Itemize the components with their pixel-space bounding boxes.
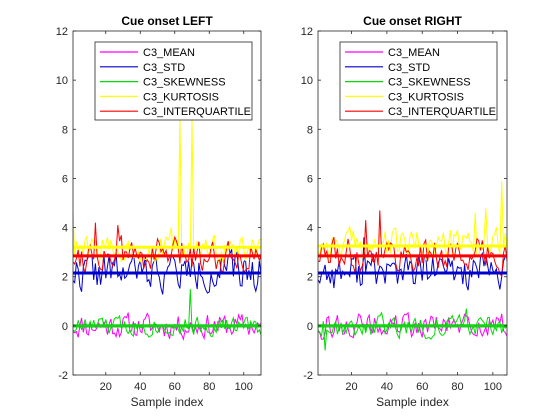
y-tick-label: 12 — [301, 26, 313, 38]
legend-label: C3_SKEWNESS — [143, 77, 226, 89]
legend-label: C3_STD — [143, 62, 185, 74]
series-line-c3_mean — [318, 311, 507, 340]
series-line-c3_kurtosis — [73, 114, 261, 265]
x-tick-label: 80 — [203, 381, 215, 393]
y-tick-label: 0 — [62, 321, 68, 333]
axes-frame — [72, 30, 262, 376]
axes-frame — [317, 30, 508, 376]
x-tick-label: 20 — [345, 381, 357, 393]
y-tick-label: 8 — [62, 124, 68, 136]
chart-title: Cue onset LEFT — [121, 14, 213, 28]
x-tick-label: 60 — [416, 381, 428, 393]
legend-label: C3_STD — [388, 62, 430, 74]
x-tick-label: 100 — [235, 381, 253, 393]
series-line-c3_kurtosis — [318, 180, 507, 263]
x-axis-label: Sample index — [131, 395, 204, 409]
y-tick-label: 4 — [307, 223, 313, 235]
y-tick-label: -2 — [303, 370, 313, 382]
legend-label: C3_INTERQUARTILE — [388, 106, 496, 118]
legend-label: C3_INTERQUARTILE — [143, 106, 251, 118]
x-tick-label: 40 — [134, 381, 146, 393]
legend: C3_MEAN C3_STD C3_SKEWNESS C3_KURTOSIS C3_IN… — [94, 41, 253, 121]
x-tick-label: 80 — [451, 381, 463, 393]
y-tick-label: 2 — [62, 272, 68, 284]
legend-label: C3_SKEWNESS — [388, 77, 471, 89]
y-tick-label: 10 — [301, 75, 313, 87]
y-tick-label: 2 — [307, 272, 313, 284]
y-tick-label: 6 — [62, 173, 68, 185]
x-axis-label: Sample index — [376, 395, 449, 409]
legend-label: C3_KURTOSIS — [143, 91, 219, 103]
y-tick-label: 4 — [62, 223, 68, 235]
x-tick-label: 100 — [484, 381, 502, 393]
y-tick-label: 0 — [307, 321, 313, 333]
chart-panel-2: -2 0 2 4 6 8 10 12 20 40 60 80 100 Cue onset RIGHT Sam… — [301, 14, 508, 409]
y-tick-label: 8 — [307, 124, 313, 136]
y-tick-label: 10 — [56, 75, 68, 87]
x-tick-label: 60 — [169, 381, 181, 393]
legend-label: C3_MEAN — [388, 47, 440, 59]
chart-title: Cue onset RIGHT — [363, 14, 462, 28]
legend-label: C3_MEAN — [143, 47, 195, 59]
y-tick-label: 12 — [56, 26, 68, 38]
x-tick-label: 40 — [381, 381, 393, 393]
series-line-c3_mean — [73, 312, 261, 341]
chart-panel-1: -2 0 2 4 6 8 10 12 20 40 60 80 100 Cue onset LEFT Samp… — [56, 14, 262, 409]
legend-label: C3_KURTOSIS — [388, 91, 464, 103]
legend: C3_MEAN C3_STD C3_SKEWNESS C3_KURTOSIS C3_IN… — [339, 41, 498, 121]
x-tick-label: 20 — [100, 381, 112, 393]
y-tick-label: -2 — [58, 370, 68, 382]
y-tick-label: 6 — [307, 173, 313, 185]
series-group — [73, 114, 261, 341]
series-group — [318, 180, 507, 351]
